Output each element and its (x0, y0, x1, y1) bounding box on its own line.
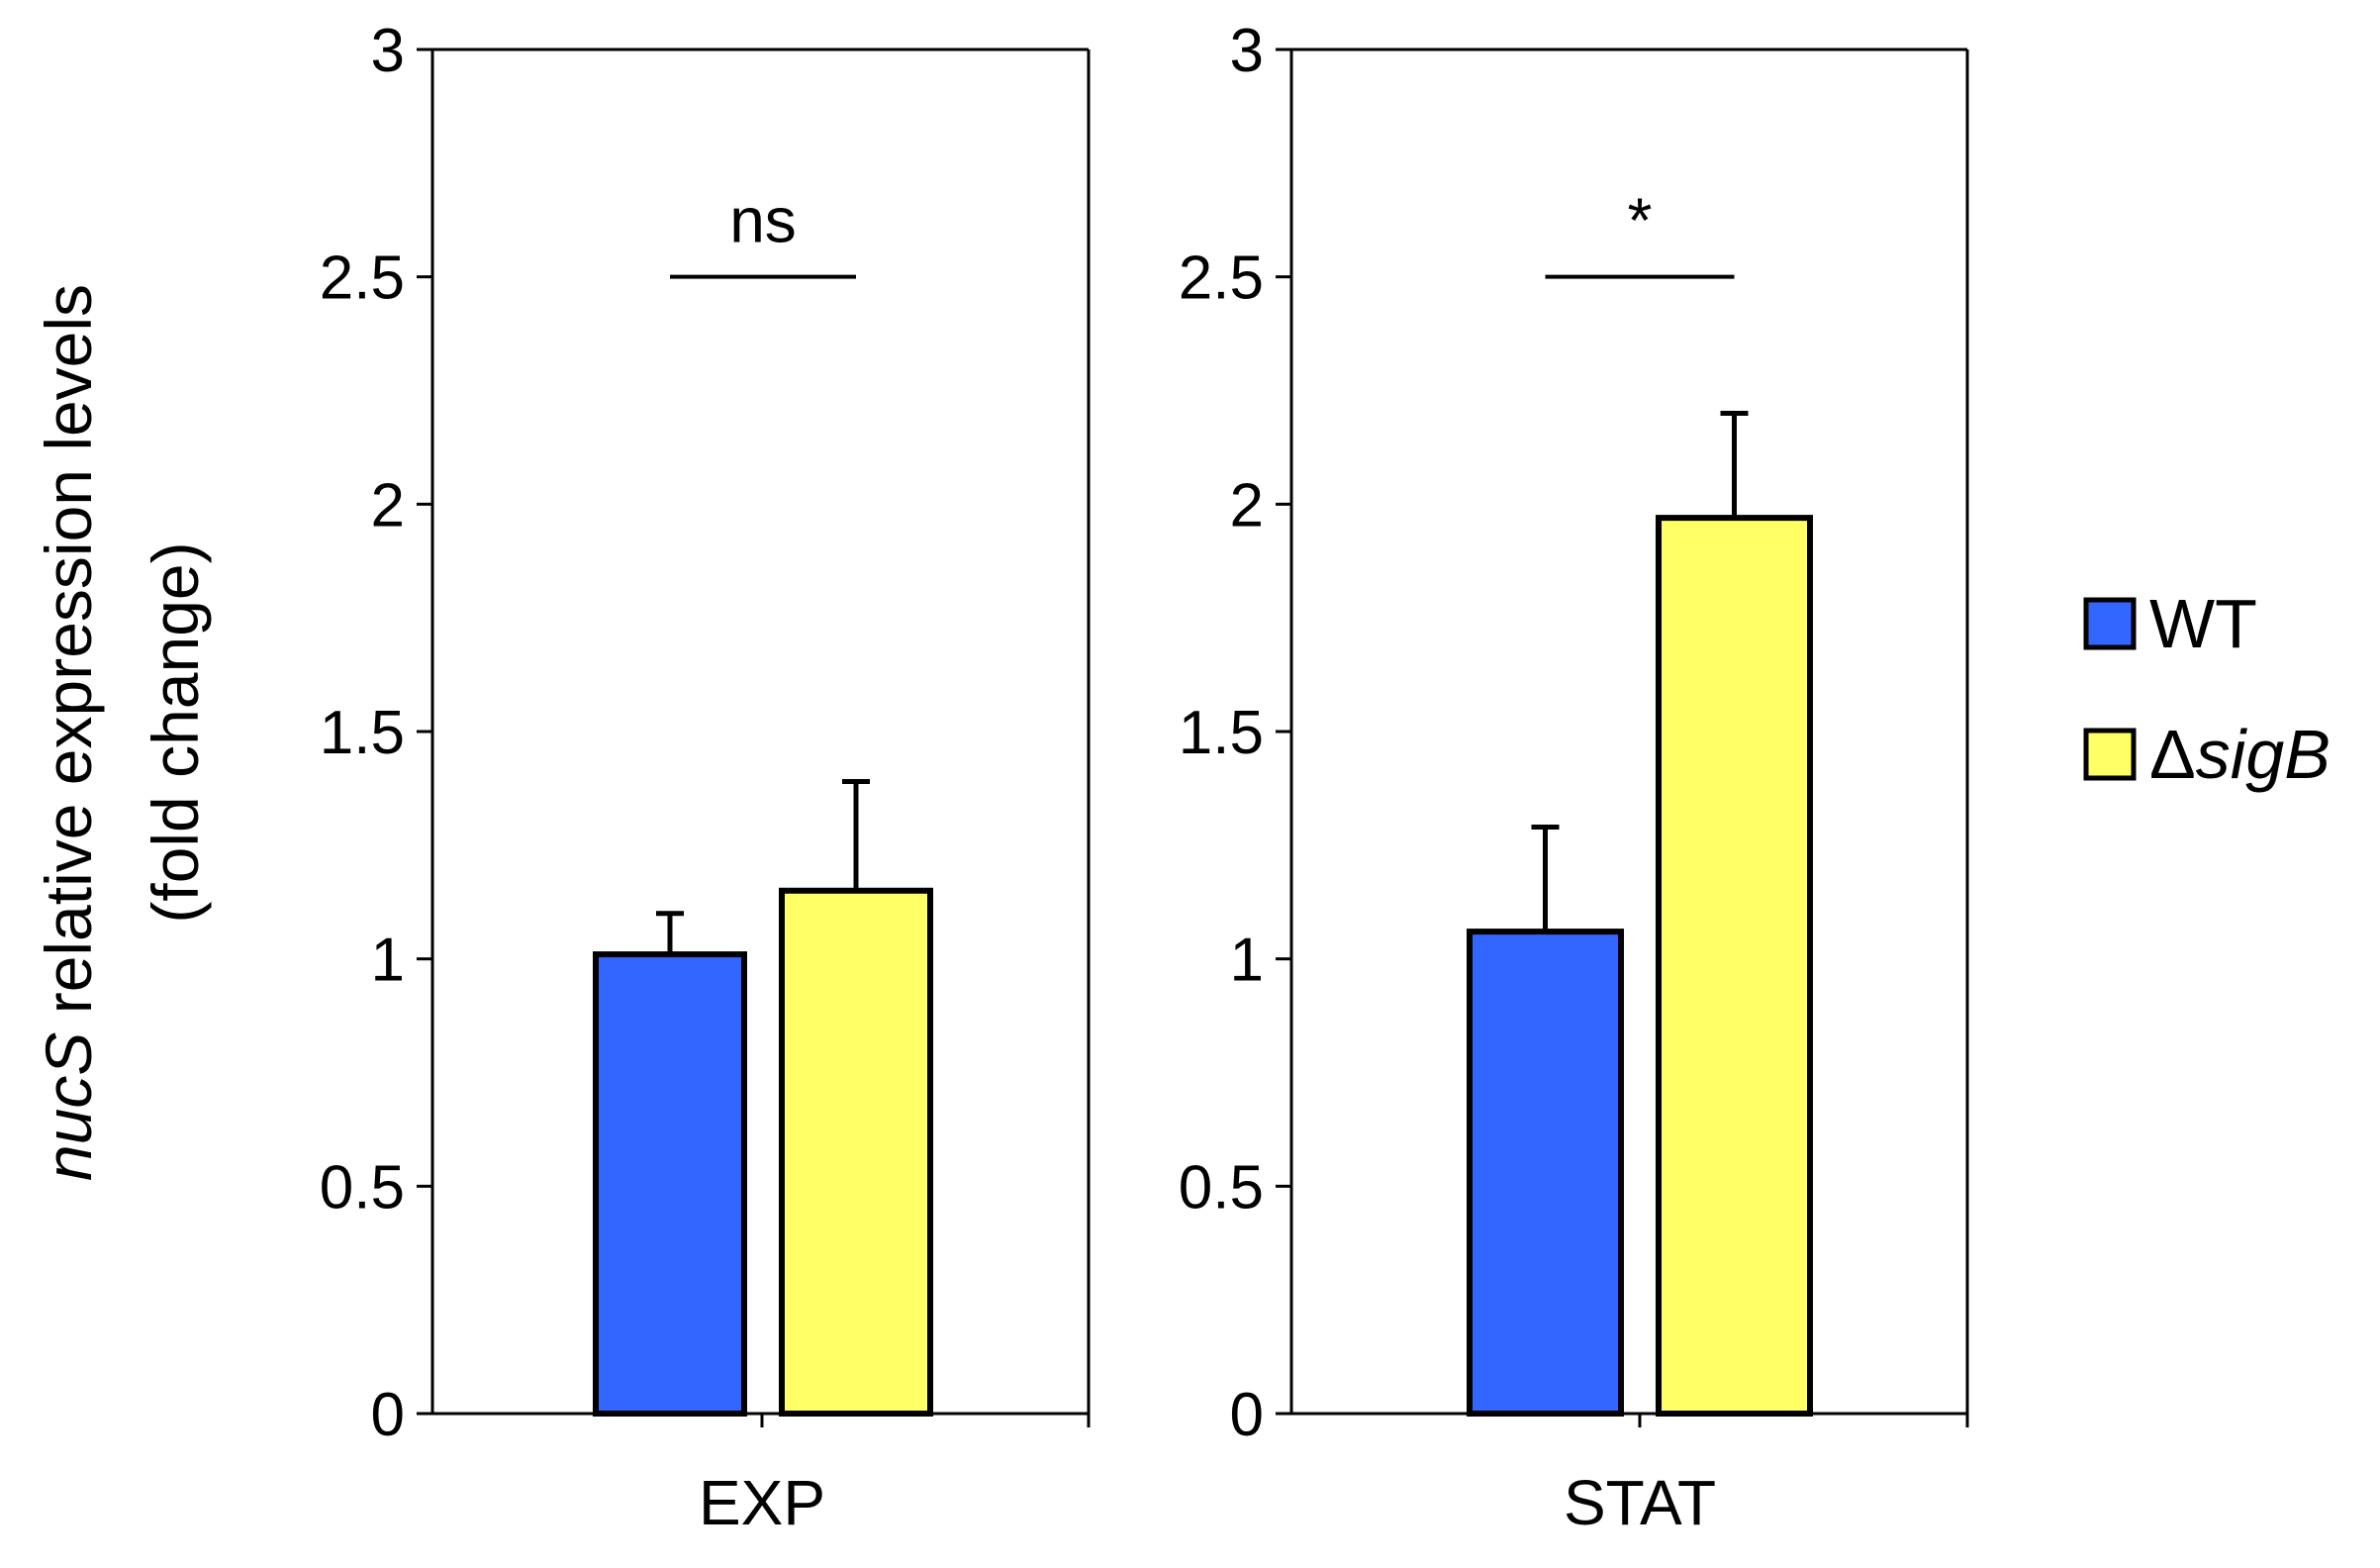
y-tick-label: 0.5 (320, 1153, 405, 1222)
bar-stat-sigb (1656, 515, 1813, 1417)
bar-exp-wt (593, 951, 747, 1417)
y-axis-title-rest: relative expression levels (32, 284, 105, 1032)
y-tick-label: 2.5 (1179, 245, 1264, 313)
legend-label-sigb-gene: sigB (2196, 716, 2331, 793)
significance-label-exp: ns (729, 185, 797, 256)
y-tick-label: 1.5 (320, 699, 405, 767)
legend-label-sigb: ΔsigB (2149, 716, 2331, 793)
bar-exp-sigb (779, 887, 933, 1417)
y-tick-label: 0 (371, 1381, 405, 1449)
y-tick-label: 3 (371, 17, 405, 85)
y-tick-label: 0.5 (1179, 1153, 1264, 1222)
significance-label-stat: * (1628, 185, 1653, 256)
legend-label-wt: WT (2149, 585, 2257, 662)
x-category-label-exp: EXP (699, 1467, 825, 1538)
y-tick-label: 3 (1230, 17, 1264, 85)
legend-label-sigb-prefix: Δ (2149, 716, 2196, 793)
legend: WT ΔsigB (2083, 585, 2331, 793)
legend-swatch-wt (2083, 597, 2137, 650)
y-tick-label: 2.5 (320, 245, 405, 313)
panel-exp: 0 0.5 1 1.5 2 2.5 3 ns EXP (320, 17, 1091, 1538)
panel-stat: 0 0.5 1 1.5 2 2.5 3 * STAT (1179, 17, 1969, 1538)
x-category-label-stat: STAT (1564, 1467, 1716, 1538)
y-tick-label: 2 (1230, 471, 1264, 539)
legend-swatch-sigb (2083, 728, 2137, 781)
y-tick-label: 1 (1230, 927, 1264, 995)
y-axis-title-gene: nucS (32, 1032, 105, 1181)
y-tick-label: 2 (371, 471, 405, 539)
y-tick-label: 1 (371, 927, 405, 995)
y-tick-label: 0 (1230, 1381, 1264, 1449)
y-axis-title-line2: (fold change) (139, 541, 212, 923)
bar-stat-wt (1467, 929, 1624, 1418)
y-axis-title: nucS relative expression levels (32, 284, 105, 1181)
y-tick-label: 1.5 (1179, 699, 1264, 767)
